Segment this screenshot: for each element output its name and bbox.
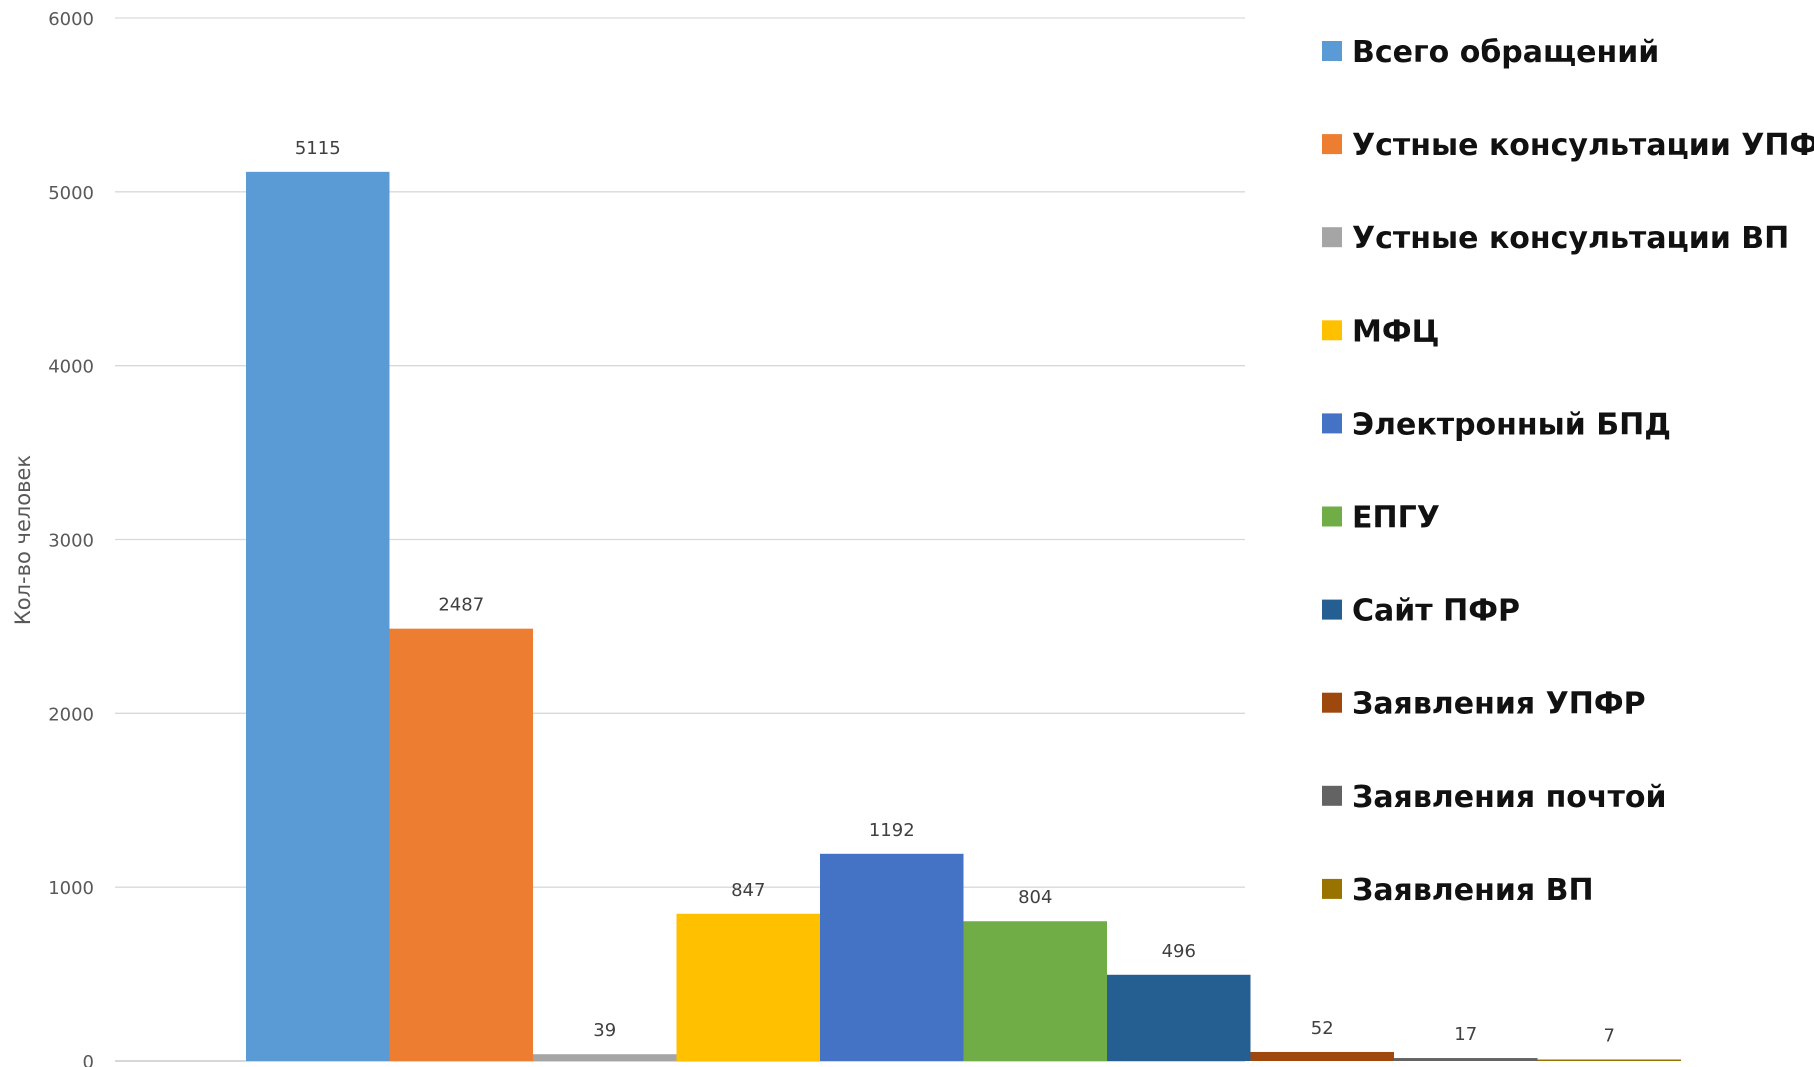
legend-swatch [1322, 878, 1342, 899]
y-tick-label: 1000 [48, 878, 94, 899]
legend-label: Электронный БПД [1352, 407, 1671, 442]
data-label: 52 [1311, 1018, 1334, 1039]
bar [676, 913, 820, 1061]
bar [1250, 1051, 1394, 1061]
bar [963, 921, 1107, 1061]
data-labels: 5115 2487 39 847 1192 804 496 52 17 7 [295, 138, 1615, 1047]
legend-swatch [1322, 134, 1342, 155]
bar [1537, 1059, 1681, 1061]
data-label: 2487 [438, 595, 484, 616]
y-tick-label: 5000 [48, 183, 94, 204]
legend-swatch [1322, 227, 1342, 248]
y-axis-ticks: 0 1000 2000 3000 4000 5000 6000 [48, 9, 94, 1067]
legend-label: ЕПГУ [1352, 501, 1440, 536]
legend-label: Устные консультации УПФР [1352, 128, 1814, 163]
legend-swatch [1322, 599, 1342, 620]
bar [246, 171, 390, 1061]
legend-label: Устные консультации ВП [1352, 221, 1789, 256]
legend-swatch [1322, 413, 1342, 434]
legend-label: Заявления УПФР [1352, 687, 1646, 722]
bar [389, 628, 533, 1061]
y-axis-title: Кол-во человек [11, 455, 35, 625]
y-tick-label: 3000 [48, 531, 94, 552]
legend-label: Заявления ВП [1352, 873, 1594, 908]
bar [1107, 974, 1251, 1061]
y-tick-label: 0 [83, 1052, 94, 1067]
legend-label: Всего обращений [1352, 35, 1659, 70]
data-label: 496 [1162, 941, 1196, 962]
data-label: 39 [593, 1020, 616, 1041]
legend-label: Сайт ПФР [1352, 594, 1520, 629]
legend: Всего обращений Устные консультации УПФР У… [1322, 35, 1814, 908]
bars [246, 171, 1681, 1061]
data-label: 847 [731, 880, 765, 901]
data-label: 5115 [295, 138, 341, 159]
legend-swatch [1322, 692, 1342, 713]
legend-swatch [1322, 785, 1342, 806]
bar [1394, 1058, 1538, 1061]
legend-swatch [1322, 320, 1342, 341]
data-label: 7 [1604, 1026, 1615, 1047]
legend-label: Заявления почтой [1352, 780, 1667, 815]
y-tick-label: 4000 [48, 357, 94, 378]
legend-swatch [1322, 41, 1342, 61]
bar [533, 1054, 677, 1061]
y-tick-label: 6000 [48, 9, 94, 30]
data-label: 804 [1018, 887, 1052, 908]
bar [820, 853, 964, 1061]
legend-swatch [1322, 506, 1342, 527]
y-tick-label: 2000 [48, 704, 94, 725]
data-label: 1192 [869, 820, 915, 841]
legend-label: МФЦ [1352, 314, 1439, 349]
data-label: 17 [1454, 1024, 1477, 1045]
